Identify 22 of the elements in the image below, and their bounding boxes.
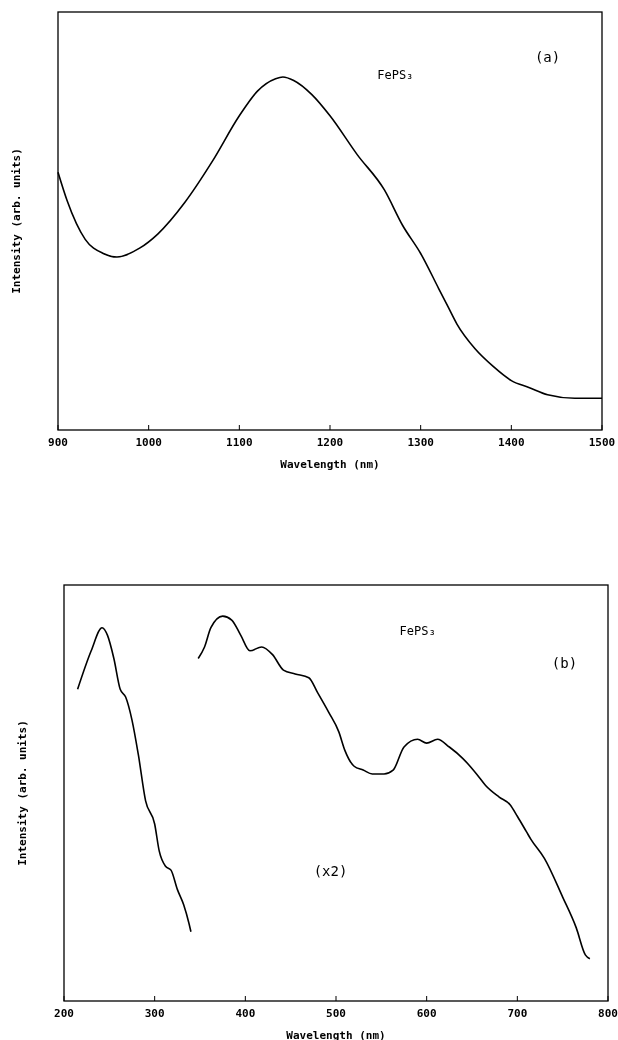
x-tick-label: 1200 [316,436,344,449]
annotation: (b) [551,655,578,672]
x-tick-label: 300 [144,1007,165,1020]
text: (a) [534,49,561,66]
x-tick-label: 1100 [226,436,253,449]
y-axis-title: Intensity (arb. units) [16,720,29,866]
annotation: (x2) [313,863,348,880]
annotation: FePS₃ [377,67,414,82]
x-tick-label: 700 [507,1007,528,1020]
x-tick-label: 1000 [135,436,162,449]
x-tick-label: 1300 [407,436,434,449]
x-tick-label: 900 [48,436,68,449]
x-tick-label: 400 [235,1007,256,1020]
x-tick-label: 800 [598,1007,618,1020]
x-tick-label: 500 [326,1007,346,1020]
x-tick-label: 1500 [588,436,616,449]
x-tick-label: 1400 [498,436,525,449]
y-axis-title: Intensity (arb. units) [10,148,23,294]
annotation: FePS₃ [399,623,436,638]
x-tick-label: 200 [54,1007,74,1020]
x-tick-label: 600 [416,1007,437,1020]
x-axis-title: Wavelength (nm) [280,458,380,471]
